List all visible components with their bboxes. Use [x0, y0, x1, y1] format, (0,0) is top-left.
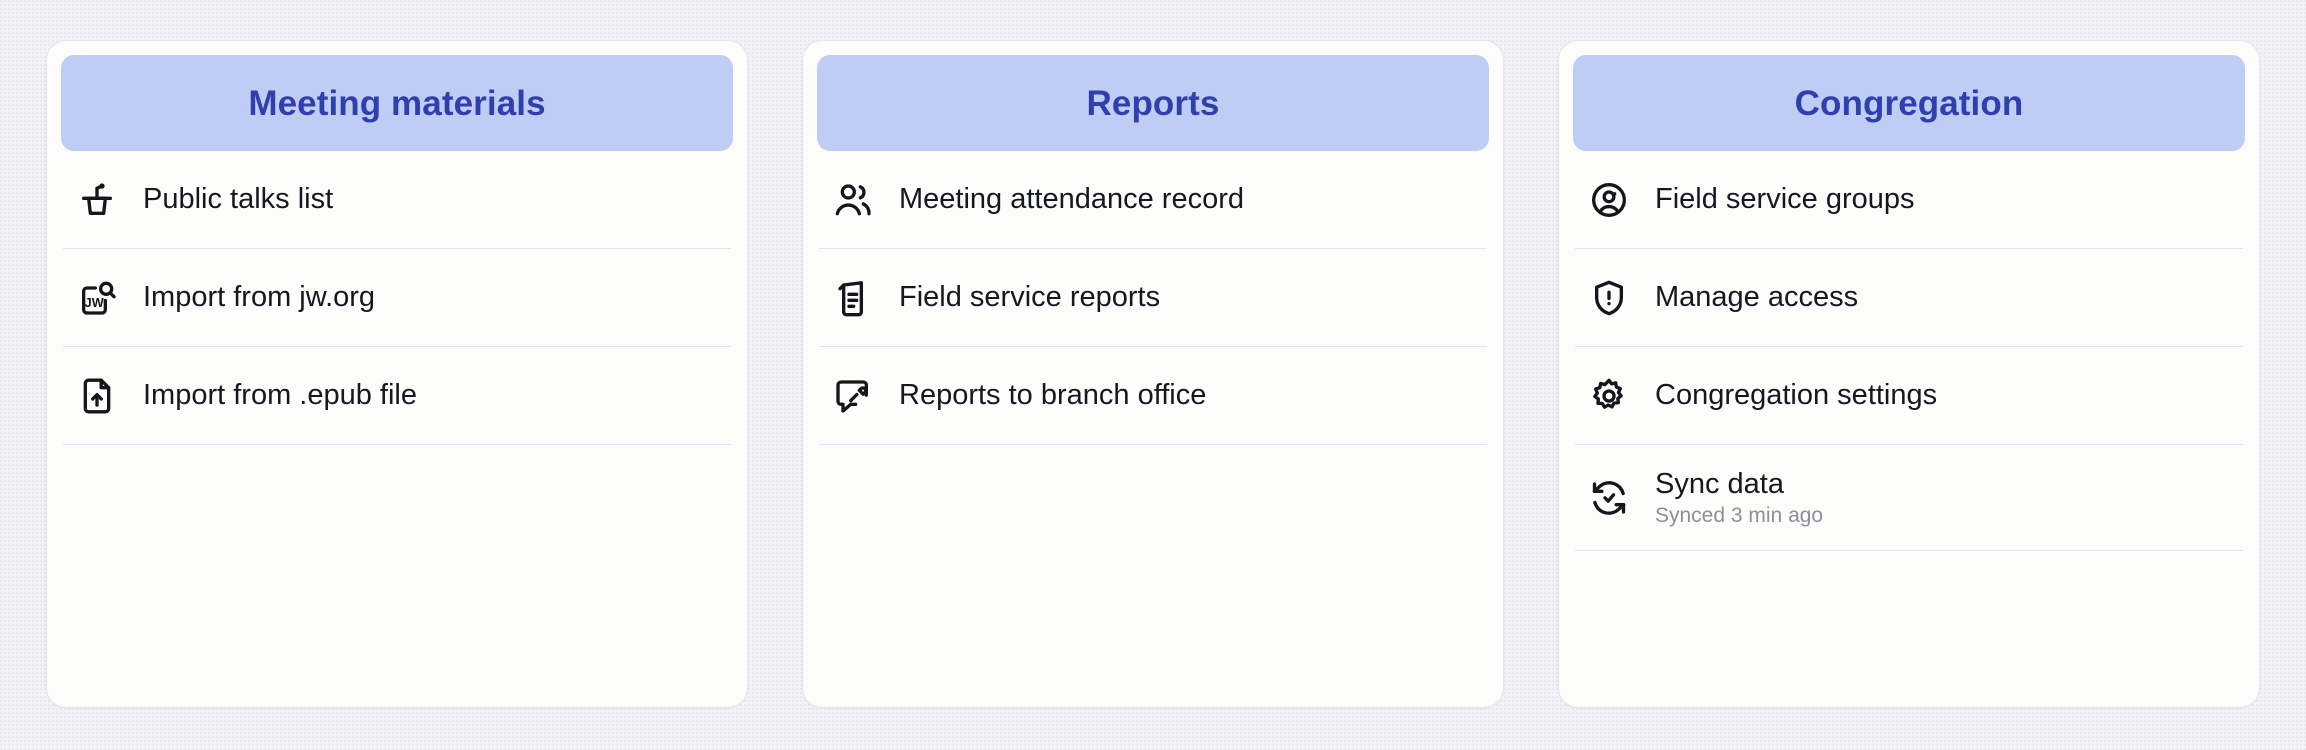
- card-title: Reports: [1086, 83, 1220, 123]
- list-item-label: Import from .epub file: [143, 379, 417, 412]
- list-item[interactable]: Manage access: [1575, 249, 2243, 347]
- list-item-text: Congregation settings: [1655, 379, 1937, 411]
- settings-gear-icon: [1587, 374, 1631, 418]
- card-list-reports: Meeting attendance record Field service r…: [817, 151, 1489, 445]
- list-item[interactable]: Congregation settings: [1575, 347, 2243, 445]
- list-item[interactable]: Meeting attendance record: [819, 151, 1487, 249]
- list-item[interactable]: Reports to branch office: [819, 347, 1487, 445]
- card-header-reports: Reports: [817, 55, 1489, 151]
- card-list-congregation: Field service groups Manage access Congreg…: [1573, 151, 2245, 551]
- list-item[interactable]: Import from .epub file: [63, 347, 731, 445]
- file-text-icon: [831, 276, 875, 320]
- list-item-label: Meeting attendance record: [899, 183, 1244, 216]
- card-header-congregation: Congregation: [1573, 55, 2245, 151]
- list-item-label: Field service groups: [1655, 183, 1915, 216]
- list-item-text: Sync data Synced 3 min ago: [1655, 468, 1823, 527]
- list-item-label: Public talks list: [143, 183, 334, 216]
- list-item[interactable]: JW Import from jw.org: [63, 249, 731, 347]
- lectern-icon: [75, 178, 119, 222]
- list-item-text: Field service groups: [1655, 183, 1915, 215]
- list-item-label: Sync data: [1655, 468, 1784, 501]
- card-list-meeting-materials: Public talks list JW Import from jw.org Imp…: [61, 151, 733, 445]
- list-item[interactable]: Field service groups: [1575, 151, 2243, 249]
- svg-text:JW: JW: [85, 296, 104, 310]
- list-item-text: Manage access: [1655, 281, 1858, 313]
- message-square-pen-icon: [831, 374, 875, 418]
- list-item[interactable]: Public talks list: [63, 151, 731, 249]
- list-item-label: Manage access: [1655, 281, 1859, 314]
- list-item-label: Reports to branch office: [899, 379, 1207, 412]
- jw-search-icon: JW: [75, 276, 119, 320]
- shield-alert-icon: [1587, 276, 1631, 320]
- list-item-text: Field service reports: [899, 281, 1160, 313]
- list-item-text: Reports to branch office: [899, 379, 1206, 411]
- contact-round-icon: [1587, 178, 1631, 222]
- card-header-meeting-materials: Meeting materials: [61, 55, 733, 151]
- list-item[interactable]: Sync data Synced 3 min ago: [1575, 445, 2243, 551]
- list-item-text: Meeting attendance record: [899, 183, 1244, 215]
- list-item-label: Congregation settings: [1655, 379, 1938, 412]
- list-item[interactable]: Field service reports: [819, 249, 1487, 347]
- card-title: Meeting materials: [248, 83, 546, 123]
- list-item-sublabel: Synced 3 min ago: [1655, 503, 1824, 527]
- card-reports: Reports Meeting attendance record Field se…: [802, 40, 1504, 708]
- card-congregation: Congregation Field service groups Manage a…: [1558, 40, 2260, 708]
- list-item-text: Import from jw.org: [143, 281, 375, 313]
- users-icon: [831, 178, 875, 222]
- list-item-label: Import from jw.org: [143, 281, 376, 314]
- list-item-label: Field service reports: [899, 281, 1161, 314]
- list-item-text: Import from .epub file: [143, 379, 417, 411]
- card-meeting-materials: Meeting materials Public talks list JW Impo…: [46, 40, 748, 708]
- file-up-icon: [75, 374, 119, 418]
- refresh-check-icon: [1587, 476, 1631, 520]
- list-item-text: Public talks list: [143, 183, 333, 215]
- card-title: Congregation: [1794, 83, 2024, 123]
